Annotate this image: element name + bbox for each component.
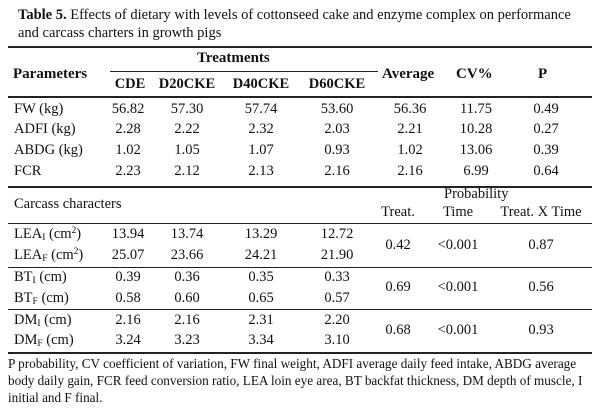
cell-d60: 2.16 <box>324 163 350 179</box>
header-col-d40: D40CKE <box>232 76 290 92</box>
cell-interaction: 0.93 <box>528 322 554 338</box>
rule-performance-bottom <box>8 186 592 188</box>
table-title: Effects of dietary with levels of cotton… <box>18 7 571 41</box>
rule-group-1 <box>8 267 592 268</box>
row-label: FCR <box>14 163 42 179</box>
cell-d20: 2.16 <box>174 312 200 328</box>
cell-average: 2.16 <box>397 163 423 179</box>
cell-d40: 57.74 <box>244 101 278 117</box>
cell-d20: 1.05 <box>174 142 200 158</box>
cell-d20: 3.23 <box>174 332 200 348</box>
rule-group-2 <box>8 309 592 310</box>
cell-cde: 2.23 <box>115 163 141 179</box>
rule-carcass-header <box>8 223 592 224</box>
cell-cde: 3.24 <box>115 332 141 348</box>
cell-p: 0.27 <box>533 121 559 137</box>
cell-p: 0.39 <box>533 142 559 158</box>
cell-treat: 0.42 <box>385 237 411 253</box>
cell-average: 1.02 <box>397 142 423 158</box>
cell-d60: 53.60 <box>320 101 354 117</box>
row-label: FW (kg) <box>14 101 64 117</box>
cell-d40: 1.07 <box>248 142 274 158</box>
cell-cv: 6.99 <box>463 163 489 179</box>
rule-bottom <box>8 352 592 354</box>
cell-d20: 0.36 <box>174 269 200 285</box>
cell-d40: 0.65 <box>248 290 274 306</box>
row-label-dm-final: DMF (cm) <box>14 332 74 349</box>
header-parameters: Parameters <box>13 66 88 82</box>
cell-d40: 2.31 <box>248 312 274 328</box>
cell-d60: 0.93 <box>324 142 350 158</box>
prob-col-time: Time <box>442 204 474 220</box>
table-caption: Table 5. Effects of dietary with levels … <box>18 6 588 42</box>
cell-interaction: 0.87 <box>528 237 554 253</box>
prob-col-interaction: Treat. X Time <box>500 204 582 220</box>
cell-cv: 10.28 <box>459 121 493 137</box>
cell-cv: 11.75 <box>459 101 493 117</box>
cell-d60: 2.20 <box>324 312 350 328</box>
cell-cde: 1.02 <box>115 142 141 158</box>
cell-average: 2.21 <box>397 121 423 137</box>
probability-heading: Probability <box>444 186 509 202</box>
cell-cde: 25.07 <box>111 247 145 263</box>
header-treatments: Treatments <box>197 50 270 66</box>
header-col-d60: D60CKE <box>308 76 366 92</box>
rule-treatments <box>110 71 378 72</box>
prob-col-treat: Treat. <box>381 204 415 220</box>
cell-d20: 2.12 <box>174 163 200 179</box>
cell-treat: 0.68 <box>385 322 411 338</box>
cell-cde: 13.94 <box>111 226 145 242</box>
rule-top <box>8 46 592 48</box>
cell-d60: 2.03 <box>324 121 350 137</box>
row-label-lea-initial: LEAI (cm2) <box>14 226 82 243</box>
cell-cde: 0.58 <box>115 290 141 306</box>
rule-header-bottom <box>8 96 592 98</box>
cell-cde: 2.28 <box>115 121 141 137</box>
cell-d60: 21.90 <box>320 247 354 263</box>
cell-d40: 2.32 <box>248 121 274 137</box>
row-label-bt-initial: BTI (cm) <box>14 269 67 286</box>
cell-p: 0.49 <box>533 101 559 117</box>
header-average: Average <box>382 66 435 82</box>
row-label-bt-final: BTF (cm) <box>14 290 69 307</box>
cell-d40: 0.35 <box>248 269 274 285</box>
cell-treat: 0.69 <box>385 279 411 295</box>
cell-cv: 13.06 <box>459 142 493 158</box>
cell-d60: 3.10 <box>324 332 350 348</box>
header-col-d20: D20CKE <box>158 76 216 92</box>
cell-time: <0.001 <box>437 237 479 253</box>
cell-d20: 0.60 <box>174 290 200 306</box>
cell-interaction: 0.56 <box>528 279 554 295</box>
cell-d60: 12.72 <box>320 226 354 242</box>
cell-time: <0.001 <box>437 279 479 295</box>
row-label: ABDG (kg) <box>14 142 83 158</box>
cell-cde: 56.82 <box>111 101 145 117</box>
header-cv: CV% <box>456 66 493 82</box>
cell-p: 0.64 <box>533 163 559 179</box>
cell-time: <0.001 <box>437 322 479 338</box>
carcass-heading: Carcass characters <box>14 196 122 212</box>
cell-d20: 2.22 <box>174 121 200 137</box>
cell-average: 56.36 <box>393 101 427 117</box>
table-footnote: P probability, CV coefficient of variati… <box>8 356 583 405</box>
cell-d20: 57.30 <box>170 101 204 117</box>
cell-d60: 0.33 <box>324 269 350 285</box>
cell-d40: 13.29 <box>244 226 278 242</box>
cell-d20: 23.66 <box>170 247 204 263</box>
row-label-lea-final: LEAF (cm2) <box>14 247 84 264</box>
row-label: ADFI (kg) <box>14 121 76 137</box>
cell-cde: 2.16 <box>115 312 141 328</box>
header-p: P <box>538 66 548 82</box>
header-col-cde: CDE <box>114 76 146 92</box>
cell-d40: 2.13 <box>248 163 274 179</box>
cell-d40: 24.21 <box>244 247 278 263</box>
cell-cde: 0.39 <box>115 269 141 285</box>
cell-d60: 0.57 <box>324 290 350 306</box>
cell-d20: 13.74 <box>170 226 204 242</box>
row-label-dm-initial: DMI (cm) <box>14 312 72 329</box>
table-label: Table 5. <box>18 7 67 23</box>
cell-d40: 3.34 <box>248 332 274 348</box>
